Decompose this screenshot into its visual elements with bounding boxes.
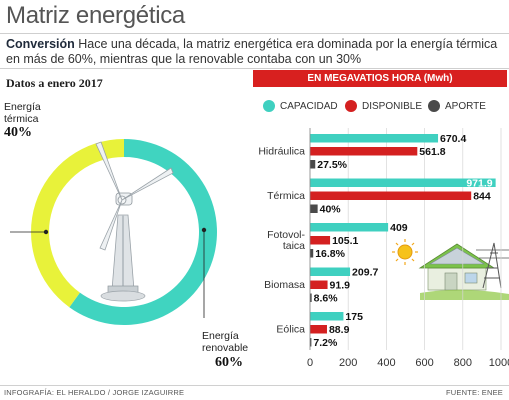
bar-disponible-4 [310, 325, 327, 334]
bar-value-label: 561.8 [419, 146, 445, 158]
donut-slice-renovable [69, 139, 217, 325]
bar-value-label: 105.1 [332, 235, 358, 247]
bar-value-label: 16.8% [315, 248, 345, 260]
bar-value-label: 8.6% [314, 293, 339, 305]
bar-disponible-2 [310, 236, 331, 245]
renovable-label-line2: renovable [202, 342, 249, 354]
subtitle-divider [0, 68, 509, 69]
category-label: Eólica [276, 323, 305, 335]
bar-value-label: 88.9 [329, 324, 350, 336]
x-tick-label: 1000 [489, 357, 509, 369]
bar-value-label: 91.9 [330, 280, 351, 292]
title-divider [0, 33, 509, 34]
bar-capacidad-3 [310, 267, 351, 276]
donut-group [30, 139, 217, 325]
renovable-percent: 60% [215, 355, 243, 370]
bar-chart-header: EN MEGAVATIOS HORA (Mwh) [253, 70, 507, 87]
category-label: Térmica [267, 190, 305, 202]
bar-capacidad-4 [310, 312, 344, 321]
legend-aporte-label: APORTE [445, 100, 486, 112]
termica-label-line2: térmica [4, 113, 39, 125]
legend-disponible: DISPONIBLE [345, 100, 422, 112]
bar-value-label: 40% [320, 204, 342, 216]
renovable-leader-dot [201, 227, 207, 233]
legend-capacidad-swatch [263, 100, 275, 112]
bar-disponible-3 [310, 280, 328, 289]
donut-slice-termica [30, 139, 124, 308]
bar-value-label: 409 [390, 222, 408, 234]
bar-aporte-1 [310, 204, 318, 213]
bar-capacidad-0 [310, 134, 439, 143]
bar-aporte-4 [310, 338, 312, 347]
bar-value-label: 175 [345, 311, 363, 323]
bar-value-label: 7.2% [313, 337, 338, 349]
termica-leader-dot [43, 229, 49, 235]
legend-aporte: APORTE [428, 100, 486, 112]
subtitle-text: Hace una década, la matriz energética er… [6, 37, 498, 66]
termica-label: Energía térmica [4, 101, 41, 125]
page-title: Matriz energética [6, 2, 185, 29]
x-tick-label: 800 [454, 357, 472, 369]
subtitle: Conversión Hace una década, la matriz en… [6, 37, 506, 67]
x-tick-label: 200 [339, 357, 357, 369]
termica-label-line1: Energía [4, 101, 41, 113]
legend-aporte-swatch [428, 100, 440, 112]
renovable-label-line1: Energía [202, 330, 239, 342]
bar-capacidad-1 [310, 178, 496, 187]
bar-aporte-0 [310, 160, 316, 169]
donut-chart [10, 139, 217, 325]
footer-source: FUENTE: ENEE [446, 388, 503, 397]
footer-credit: INFOGRAFÍA: EL HERALDO / JORGE IZAGUIRRE [4, 388, 185, 397]
termica-percent: 40% [4, 125, 32, 140]
x-tick-label: 600 [415, 357, 433, 369]
bar-disponible-0 [310, 147, 418, 156]
x-tick-label: 400 [377, 357, 395, 369]
footer-divider [0, 385, 509, 386]
wind-turbine-illustration [95, 141, 174, 302]
bar-aporte-2 [310, 249, 314, 258]
category-label: taica [283, 240, 305, 252]
x-tick-label: 0 [307, 357, 313, 369]
category-label: Fotovol- [267, 229, 305, 241]
donut-date-label: Datos a enero 2017 [6, 76, 103, 90]
bar-aporte-3 [310, 293, 312, 302]
energy-illustration [392, 239, 509, 300]
legend-disponible-label: DISPONIBLE [362, 100, 423, 112]
legend-disponible-swatch [345, 100, 357, 112]
bar-capacidad-2 [310, 223, 389, 232]
renovable-label: Energía renovable [202, 330, 248, 354]
category-label: Hidráulica [258, 145, 305, 157]
bar-value-label: 670.4 [440, 133, 466, 145]
category-label: Biomasa [264, 279, 305, 291]
legend-capacidad-label: CAPACIDAD [280, 100, 338, 112]
bar-value-label: 27.5% [317, 159, 347, 171]
legend-capacidad: CAPACIDAD [263, 100, 338, 112]
bar-disponible-1 [310, 191, 472, 200]
subtitle-bold: Conversión [6, 37, 75, 51]
bar-value-label: 209.7 [352, 267, 378, 279]
bar-value-label: 971.9 [466, 178, 492, 190]
bar-value-label: 844 [473, 191, 491, 203]
